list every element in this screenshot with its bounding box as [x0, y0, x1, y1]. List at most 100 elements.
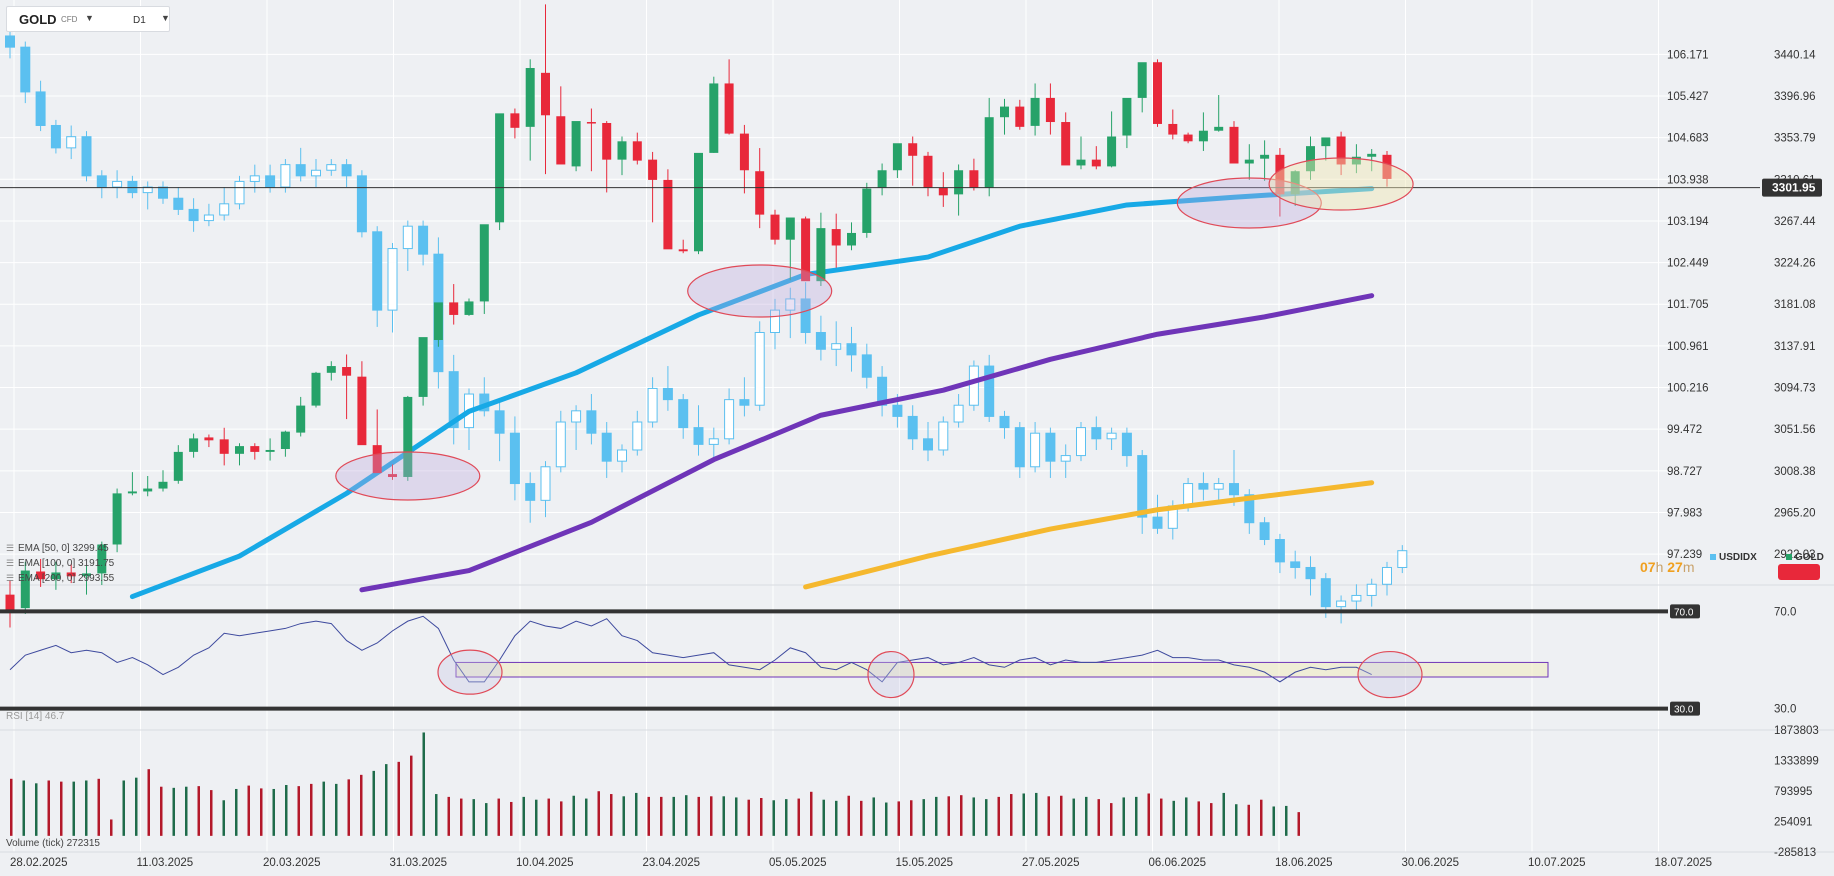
gold-candle-body [1260, 154, 1270, 159]
usdidx-candle-body [127, 180, 138, 194]
gold-candle [770, 209, 780, 245]
date-axis-label: 06.06.2025 [1149, 857, 1207, 869]
gold-swatch [1786, 554, 1792, 561]
date-axis-label: 18.07.2025 [1655, 857, 1713, 869]
timeframe-selector[interactable]: D1 [133, 15, 146, 26]
gold-candle [556, 86, 566, 165]
volume-bar [947, 796, 950, 836]
settings-icon[interactable]: ☰ [6, 543, 15, 553]
ema-legend-row: ☰ EMA [200, 0] 2993.55 [6, 571, 114, 586]
gold-candle [250, 443, 260, 460]
gold-candle [984, 97, 994, 197]
usdidx-candles [5, 13, 1408, 624]
volume-bar [447, 796, 450, 836]
gold-candle [372, 409, 382, 474]
usdidx-candle-body [1030, 432, 1041, 468]
volume-bar [885, 802, 888, 836]
gold-candle-body [602, 122, 612, 160]
usdidx-candle [158, 181, 168, 204]
usdidx-axis-label: 105.427 [1667, 91, 1709, 103]
gold-candle-body [801, 218, 811, 282]
gold-candle-body [219, 439, 229, 454]
symbol-chevron-down-icon[interactable]: ▼ [85, 13, 94, 23]
volume-bar [122, 780, 125, 836]
usdidx-candle [1274, 533, 1285, 574]
usdidx-candle [402, 220, 413, 271]
gold-candle [1198, 112, 1208, 151]
date-axis-label: 30.06.2025 [1402, 857, 1460, 869]
gold-candle [1000, 98, 1009, 135]
volume-bar [910, 800, 913, 836]
usdidx-legend-label: USDIDX [1719, 552, 1757, 563]
gold-candle-body [372, 445, 382, 474]
usdidx-candle [1106, 427, 1117, 450]
usdidx-candle-body [586, 410, 597, 434]
usdidx-axis-label: 100.961 [1667, 341, 1709, 353]
volume-axis-label: 1873803 [1774, 725, 1819, 737]
gold-candle-body [770, 214, 780, 240]
usdidx-candle [509, 416, 520, 501]
volume-bar [210, 790, 213, 836]
gold-candle [648, 151, 658, 223]
usdidx-candle-body [50, 124, 61, 149]
usdidx-candle [112, 170, 123, 199]
settings-icon[interactable]: ☰ [6, 558, 15, 568]
gold-candle [1137, 62, 1147, 113]
usdidx-candle [785, 287, 796, 339]
gold-candle [1321, 137, 1331, 161]
symbol-selector[interactable]: GOLD CFD ▼ D1 ▼ [6, 6, 170, 32]
gold-candle-body [1045, 97, 1055, 123]
settings-icon[interactable]: ☰ [6, 573, 15, 583]
usdidx-candle-body [158, 186, 168, 199]
gold-candle-body [556, 116, 566, 165]
gold-candle-body [311, 372, 321, 406]
volume-bar [410, 755, 413, 836]
usdidx-candle-body [1336, 600, 1347, 608]
gold-candle-body [403, 396, 413, 477]
gold-candle-body [632, 141, 642, 161]
volume-bar [635, 792, 638, 836]
usdidx-candle [617, 444, 627, 473]
volume-bar [1160, 798, 1163, 836]
volume-axis-label: -285813 [1774, 847, 1816, 859]
gold-candle [1229, 121, 1239, 164]
gold-candle [189, 433, 199, 458]
gold-candle-body [66, 572, 76, 577]
usdidx-candle-body [724, 399, 735, 440]
ema50-value: 3299.45 [72, 543, 109, 554]
timeframe-chevron-down-icon[interactable]: ▼ [161, 13, 170, 23]
gold-candle-body [923, 155, 933, 188]
gold-candle [403, 395, 413, 481]
usdidx-candle-body [861, 354, 872, 378]
usdidx-candle [525, 472, 536, 523]
usdidx-candle [479, 377, 490, 417]
usdidx-candle [1076, 422, 1086, 462]
volume-bar [385, 764, 388, 836]
gold-candle [694, 152, 703, 255]
volume-bar [435, 794, 438, 836]
usdidx-candle-body [555, 421, 566, 468]
timer-minutes: 27 [1667, 559, 1683, 575]
volume-bar [1260, 799, 1263, 836]
usdidx-candle [1397, 545, 1408, 574]
gold-candle [617, 136, 627, 176]
usdidx-candle [494, 399, 505, 462]
usdidx-candle [1366, 578, 1377, 607]
volume-bar [247, 785, 250, 836]
usdidx-candle [81, 131, 92, 182]
volume-bar [422, 732, 425, 836]
usdidx-candle-body [5, 35, 15, 48]
usdidx-candle-body [800, 298, 811, 333]
usdidx-candle [35, 80, 46, 132]
volume-bar [535, 799, 538, 836]
date-axis-label: 23.04.2025 [643, 857, 701, 869]
volume-bar [1135, 796, 1138, 836]
gold-legend[interactable]: GOLD [1786, 552, 1824, 563]
gold-candle [1107, 111, 1117, 168]
gold-candle [1183, 132, 1193, 144]
gold-candle-body [173, 451, 183, 481]
volume-bar [647, 796, 650, 836]
usdidx-legend[interactable]: USDIDX [1710, 552, 1757, 563]
gold-candle [5, 580, 15, 628]
gold-candle-body [938, 187, 948, 196]
